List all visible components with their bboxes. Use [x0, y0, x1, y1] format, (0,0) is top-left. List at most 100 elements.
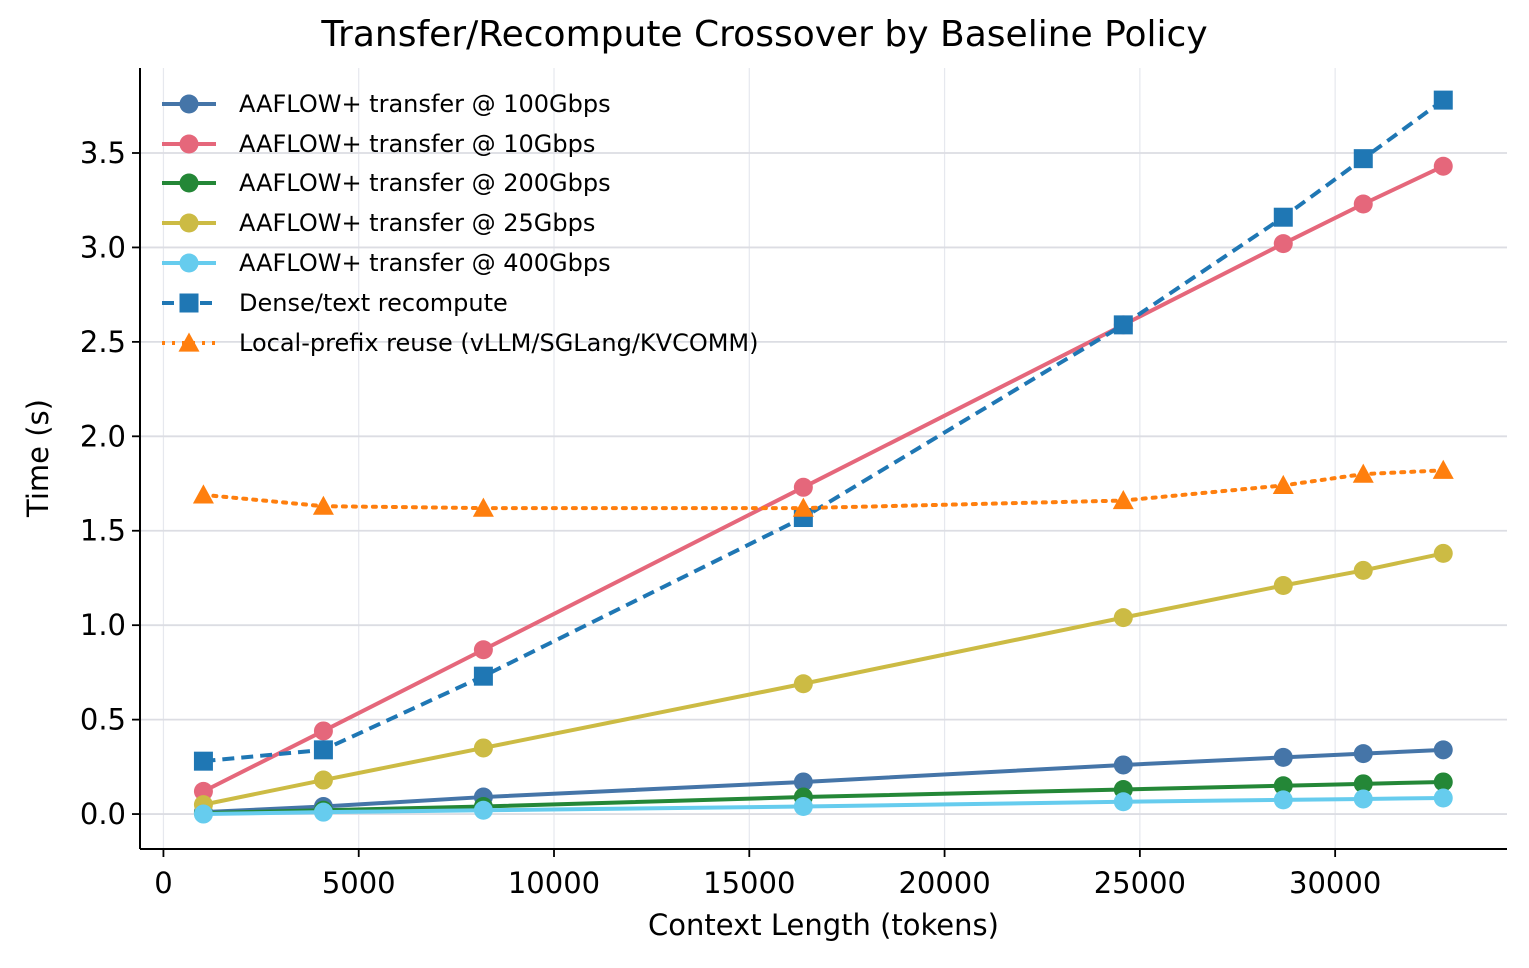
data-point: [1273, 576, 1293, 596]
legend-marker: [179, 293, 199, 313]
data-point: [1353, 194, 1373, 214]
data-point: [1433, 543, 1453, 563]
data-point: [193, 804, 213, 824]
data-point: [313, 740, 333, 760]
legend-label: AAFLOW+ transfer @ 10Gbps: [239, 129, 596, 158]
data-point: [1273, 776, 1293, 796]
y-tick-label: 0.5: [80, 703, 126, 737]
data-point: [473, 640, 493, 660]
data-point: [313, 802, 333, 822]
legend-item: Local-prefix reuse (vLLM/SGLang/KVCOMM): [158, 323, 759, 363]
legend-swatch: [162, 253, 216, 273]
data-point: [1273, 234, 1293, 254]
legend-label: AAFLOW+ transfer @ 200Gbps: [239, 169, 611, 198]
y-tick-label: 2.0: [80, 419, 126, 453]
legend-label: AAFLOW+ transfer @ 25Gbps: [239, 209, 596, 238]
data-point: [1432, 459, 1454, 479]
data-point: [1433, 90, 1453, 110]
data-point: [1433, 788, 1453, 808]
x-tick-label: 30000: [1289, 866, 1381, 900]
legend-label: AAFLOW+ transfer @ 100Gbps: [239, 89, 611, 118]
chart-title: Transfer/Recompute Crossover by Baseline…: [321, 14, 1208, 55]
grid: [140, 68, 1507, 849]
data-point: [193, 751, 213, 771]
x-tick-label: 15000: [703, 866, 795, 900]
legend-item: Dense/text recompute: [158, 283, 759, 323]
data-point: [473, 666, 493, 686]
legend-marker: [179, 94, 199, 114]
data-point: [1273, 747, 1293, 767]
legend-marker: [179, 253, 199, 273]
data-point: [793, 797, 813, 817]
data-point: [473, 738, 493, 758]
x-tick-label: 25000: [1094, 866, 1186, 900]
legend-label: AAFLOW+ transfer @ 400Gbps: [239, 249, 611, 278]
series-line: [203, 779, 1444, 816]
legend-marker: [179, 173, 199, 193]
data-point: [1113, 315, 1133, 335]
data-point: [1112, 490, 1134, 510]
legend-item: AAFLOW+ transfer @ 100Gbps: [158, 84, 759, 124]
series-line: [203, 747, 1444, 815]
legend-swatch: [162, 94, 216, 114]
y-tick-label: 0.0: [80, 797, 126, 831]
series-line: [202, 164, 1445, 794]
series-4: [193, 543, 1453, 815]
legend-item: AAFLOW+ transfer @ 10Gbps: [158, 124, 759, 164]
legend-item: AAFLOW+ transfer @ 200Gbps: [158, 164, 759, 204]
data-point: [313, 721, 333, 741]
legend-swatch: [162, 332, 216, 352]
data-point: [1273, 790, 1293, 810]
series-7: [192, 459, 1454, 517]
data-point: [1353, 774, 1373, 794]
data-point: [792, 497, 814, 517]
y-axis-label: Time (s): [21, 399, 55, 517]
legend-swatch: [162, 293, 216, 313]
data-point: [793, 674, 813, 694]
series-line: [203, 551, 1444, 807]
data-point: [1353, 744, 1373, 764]
data-point: [193, 781, 213, 801]
legend-swatch: [162, 134, 216, 154]
chart-legend: AAFLOW+ transfer @ 100Gbps AAFLOW+ transf…: [158, 84, 759, 363]
legend-item: AAFLOW+ transfer @ 25Gbps: [158, 203, 759, 243]
series-line: [203, 796, 1444, 817]
data-point: [312, 495, 334, 515]
series-line: [203, 98, 1445, 764]
legend-marker: [179, 134, 199, 154]
y-tick-label: 3.0: [80, 230, 126, 264]
data-point: [1113, 608, 1133, 628]
data-point: [1433, 772, 1453, 792]
data-point: [1272, 474, 1294, 495]
legend-label: Dense/text recompute: [239, 288, 508, 317]
data-point: [1273, 207, 1293, 227]
data-point: [1352, 463, 1374, 483]
x-tick-label: 20000: [898, 866, 990, 900]
y-tick-label: 1.5: [80, 514, 126, 548]
data-point: [1113, 755, 1133, 775]
legend-swatch: [162, 173, 216, 193]
data-point: [1433, 156, 1453, 176]
data-point: [313, 770, 333, 790]
data-point: [473, 800, 493, 820]
data-point: [793, 772, 813, 792]
legend-item: AAFLOW+ transfer @ 400Gbps: [158, 243, 759, 283]
data-point: [793, 477, 813, 497]
series-2: [193, 156, 1453, 801]
data-point: [1433, 740, 1453, 760]
series-line: [201, 468, 1446, 511]
y-tick-label: 3.5: [80, 136, 126, 170]
x-axis-label: Context Length (tokens): [648, 908, 999, 942]
legend-swatch: [162, 213, 216, 233]
x-tick-label: 5000: [322, 866, 396, 900]
data-point: [472, 497, 494, 517]
data-point: [192, 484, 214, 504]
x-tick-label: 0: [154, 866, 172, 900]
legend-marker: [178, 332, 200, 352]
y-tick-label: 1.0: [80, 608, 126, 642]
data-point: [1353, 560, 1373, 580]
legend-marker: [179, 213, 199, 233]
series-6: [193, 90, 1453, 771]
legend-label: Local-prefix reuse (vLLM/SGLang/KVCOMM): [239, 328, 759, 357]
